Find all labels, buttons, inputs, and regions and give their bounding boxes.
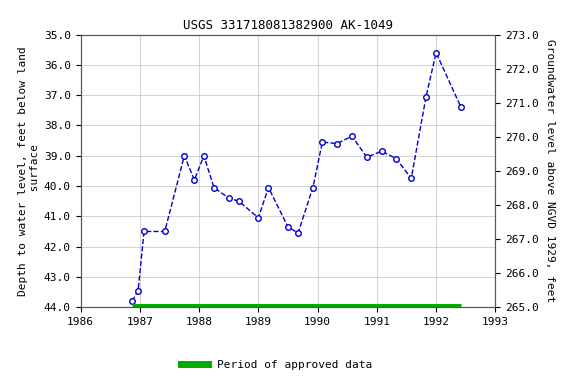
Legend: Period of approved data: Period of approved data <box>176 356 377 375</box>
Title: USGS 331718081382900 AK-1049: USGS 331718081382900 AK-1049 <box>183 19 393 32</box>
Y-axis label: Groundwater level above NGVD 1929, feet: Groundwater level above NGVD 1929, feet <box>545 39 555 303</box>
Y-axis label: Depth to water level, feet below land
 surface: Depth to water level, feet below land su… <box>18 46 40 296</box>
